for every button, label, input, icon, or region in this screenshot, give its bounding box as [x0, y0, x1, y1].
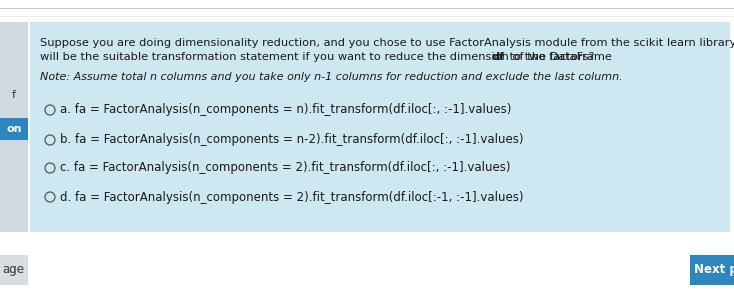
Text: a. fa = FactorAnalysis(n_components = n).fit_transform(df.iloc[:, :-1].values): a. fa = FactorAnalysis(n_components = n)…: [60, 103, 512, 117]
Text: Next pa: Next pa: [694, 263, 734, 277]
Text: will be the suitable transformation statement if you want to reduce the dimensio: will be the suitable transformation stat…: [40, 52, 616, 62]
Text: d. fa = FactorAnalysis(n_components = 2).fit_transform(df.iloc[:-1, :-1].values): d. fa = FactorAnalysis(n_components = 2)…: [60, 190, 523, 204]
Text: df: df: [491, 52, 504, 62]
Text: on: on: [7, 124, 22, 134]
FancyBboxPatch shape: [0, 255, 28, 285]
Text: age: age: [2, 263, 24, 277]
FancyBboxPatch shape: [690, 255, 734, 285]
Text: to two factors?: to two factors?: [506, 52, 595, 62]
Text: f: f: [12, 90, 16, 100]
Text: age: age: [2, 263, 24, 277]
FancyBboxPatch shape: [0, 22, 28, 232]
Text: b. fa = FactorAnalysis(n_components = n-2).fit_transform(df.iloc[:, :-1].values): b. fa = FactorAnalysis(n_components = n-…: [60, 134, 523, 146]
FancyBboxPatch shape: [0, 118, 28, 140]
Text: Note: Assume total n columns and you take only n-1 columns for reduction and exc: Note: Assume total n columns and you tak…: [40, 72, 622, 82]
FancyBboxPatch shape: [30, 22, 730, 232]
Text: Suppose you are doing dimensionality reduction, and you chose to use FactorAnaly: Suppose you are doing dimensionality red…: [40, 38, 734, 48]
Text: c. fa = FactorAnalysis(n_components = 2).fit_transform(df.iloc[:, :-1].values): c. fa = FactorAnalysis(n_components = 2)…: [60, 161, 511, 175]
